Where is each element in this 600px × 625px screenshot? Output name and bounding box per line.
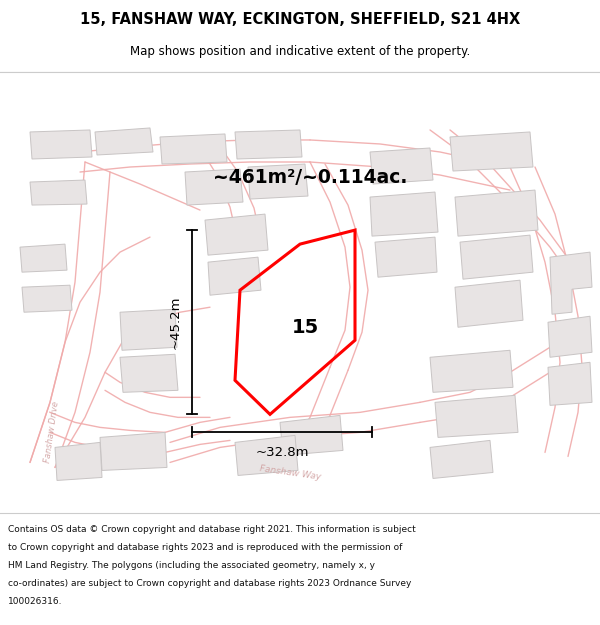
Polygon shape bbox=[22, 285, 72, 312]
Text: Fanshaw Way: Fanshaw Way bbox=[259, 464, 321, 481]
Polygon shape bbox=[205, 214, 268, 255]
Polygon shape bbox=[30, 130, 92, 159]
Text: to Crown copyright and database rights 2023 and is reproduced with the permissio: to Crown copyright and database rights 2… bbox=[8, 542, 403, 552]
Text: HM Land Registry. The polygons (including the associated geometry, namely x, y: HM Land Registry. The polygons (includin… bbox=[8, 561, 375, 570]
Polygon shape bbox=[95, 128, 153, 155]
Text: ~461m²/~0.114ac.: ~461m²/~0.114ac. bbox=[213, 168, 407, 186]
Text: Fanshaw Drive: Fanshaw Drive bbox=[43, 401, 61, 464]
Text: Contains OS data © Crown copyright and database right 2021. This information is : Contains OS data © Crown copyright and d… bbox=[8, 524, 416, 534]
Polygon shape bbox=[185, 169, 243, 205]
Polygon shape bbox=[20, 244, 67, 272]
Text: 100026316.: 100026316. bbox=[8, 597, 62, 606]
Polygon shape bbox=[235, 436, 298, 476]
Polygon shape bbox=[435, 396, 518, 437]
Polygon shape bbox=[455, 280, 523, 328]
Text: co-ordinates) are subject to Crown copyright and database rights 2023 Ordnance S: co-ordinates) are subject to Crown copyr… bbox=[8, 579, 412, 587]
Polygon shape bbox=[30, 180, 87, 205]
Polygon shape bbox=[120, 354, 178, 392]
Text: 15: 15 bbox=[292, 318, 319, 337]
Polygon shape bbox=[160, 134, 227, 164]
Polygon shape bbox=[100, 432, 167, 471]
Text: ~45.2m: ~45.2m bbox=[169, 296, 182, 349]
Polygon shape bbox=[550, 252, 592, 314]
Polygon shape bbox=[235, 130, 302, 159]
Text: ~32.8m: ~32.8m bbox=[255, 446, 309, 459]
Polygon shape bbox=[370, 148, 433, 184]
Polygon shape bbox=[430, 350, 513, 392]
Polygon shape bbox=[548, 316, 592, 357]
Polygon shape bbox=[208, 257, 261, 295]
Polygon shape bbox=[55, 442, 102, 481]
Text: 15, FANSHAW WAY, ECKINGTON, SHEFFIELD, S21 4HX: 15, FANSHAW WAY, ECKINGTON, SHEFFIELD, S… bbox=[80, 12, 520, 28]
Polygon shape bbox=[375, 237, 437, 277]
Polygon shape bbox=[548, 362, 592, 406]
Polygon shape bbox=[280, 416, 343, 456]
Text: Map shows position and indicative extent of the property.: Map shows position and indicative extent… bbox=[130, 46, 470, 58]
Polygon shape bbox=[450, 132, 533, 171]
Polygon shape bbox=[455, 190, 538, 236]
Polygon shape bbox=[460, 235, 533, 279]
Polygon shape bbox=[370, 192, 438, 236]
Polygon shape bbox=[430, 441, 493, 479]
Polygon shape bbox=[248, 164, 308, 199]
Polygon shape bbox=[120, 309, 177, 350]
